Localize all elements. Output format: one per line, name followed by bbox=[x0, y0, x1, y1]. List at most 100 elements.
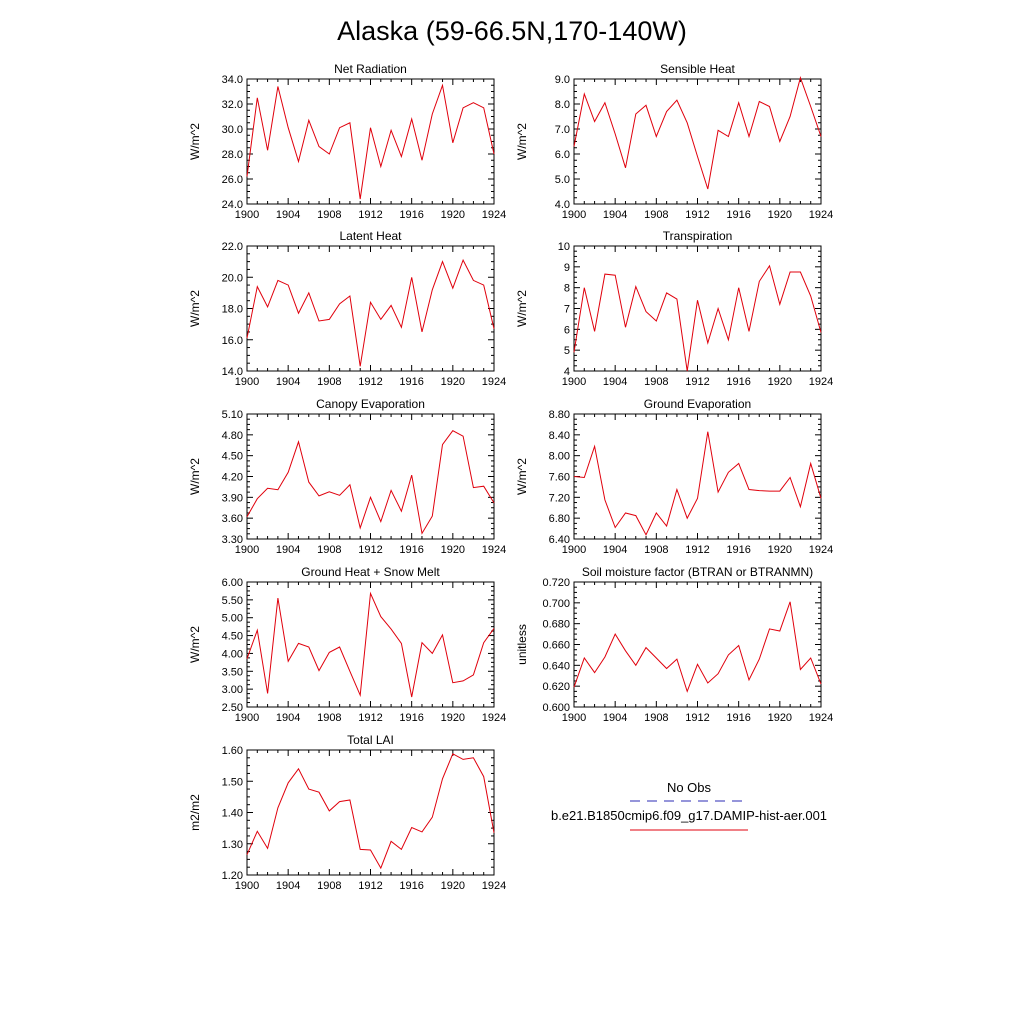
y-tick-label: 30.0 bbox=[222, 124, 243, 136]
x-tick-label: 1924 bbox=[809, 209, 833, 221]
x-tick-label: 1912 bbox=[685, 209, 709, 221]
y-tick-label: 7 bbox=[564, 304, 570, 316]
x-tick-label: 1920 bbox=[441, 712, 465, 724]
y-tick-label: 1.60 bbox=[222, 745, 243, 757]
x-tick-label: 1916 bbox=[399, 880, 423, 892]
panel-6: Ground Evaporation W/m^2 1900 1904 1908 1912 1… bbox=[515, 397, 833, 556]
y-tick-label: 1.20 bbox=[222, 870, 243, 882]
y-tick-label: 0.700 bbox=[542, 598, 570, 610]
y-axis-label: W/m^2 bbox=[515, 123, 529, 160]
x-tick-label: 1924 bbox=[482, 880, 506, 892]
x-tick-label: 1904 bbox=[276, 209, 300, 221]
x-tick-label: 1900 bbox=[562, 712, 586, 724]
y-tick-label: 18.0 bbox=[222, 304, 243, 316]
plot-frame bbox=[246, 749, 495, 876]
y-tick-label: 28.0 bbox=[222, 149, 243, 161]
x-tick-label: 1920 bbox=[441, 209, 465, 221]
y-tick-label: 8.0 bbox=[555, 99, 570, 111]
y-tick-label: 6.40 bbox=[549, 534, 570, 546]
x-tick-label: 1924 bbox=[809, 376, 833, 388]
x-tick-label: 1900 bbox=[235, 376, 259, 388]
x-tick-label: 1908 bbox=[644, 209, 668, 221]
x-tick-label: 1916 bbox=[399, 712, 423, 724]
y-tick-label: 5.00 bbox=[222, 613, 243, 625]
y-tick-label: 6.00 bbox=[222, 577, 243, 589]
x-tick-label: 1912 bbox=[358, 376, 382, 388]
y-tick-label: 14.0 bbox=[222, 366, 243, 378]
y-tick-label: 1.30 bbox=[222, 839, 243, 851]
panel-3: Latent Heat W/m^2 1900 1904 1908 1912 1916 1920… bbox=[188, 229, 506, 388]
panel-title: Transpiration bbox=[663, 229, 733, 243]
y-tick-label: 4.20 bbox=[222, 472, 243, 484]
panel-title: Ground Evaporation bbox=[644, 397, 751, 411]
x-tick-label: 1904 bbox=[276, 376, 300, 388]
series-line bbox=[246, 591, 495, 698]
y-axis-label: W/m^2 bbox=[188, 626, 202, 663]
x-tick-label: 1924 bbox=[809, 712, 833, 724]
x-tick-label: 1916 bbox=[399, 209, 423, 221]
x-tick-label: 1916 bbox=[726, 209, 750, 221]
y-tick-label: 0.660 bbox=[542, 640, 570, 652]
x-tick-label: 1912 bbox=[685, 712, 709, 724]
x-tick-label: 1908 bbox=[317, 544, 341, 556]
x-tick-label: 1912 bbox=[358, 544, 382, 556]
y-tick-label: 22.0 bbox=[222, 241, 243, 253]
x-tick-label: 1904 bbox=[276, 544, 300, 556]
x-tick-label: 1912 bbox=[358, 209, 382, 221]
plot-frame bbox=[246, 245, 495, 372]
y-tick-label: 10 bbox=[558, 241, 570, 253]
y-axis-label: W/m^2 bbox=[188, 290, 202, 327]
x-tick-label: 1904 bbox=[603, 712, 627, 724]
series-line bbox=[246, 83, 495, 200]
x-tick-label: 1900 bbox=[235, 712, 259, 724]
y-tick-label: 24.0 bbox=[222, 199, 243, 211]
x-tick-label: 1924 bbox=[482, 712, 506, 724]
y-tick-label: 5.0 bbox=[555, 174, 570, 186]
y-tick-label: 32.0 bbox=[222, 99, 243, 111]
x-tick-label: 1920 bbox=[768, 544, 792, 556]
x-tick-label: 1908 bbox=[317, 376, 341, 388]
y-tick-label: 16.0 bbox=[222, 335, 243, 347]
y-tick-label: 0.680 bbox=[542, 619, 570, 631]
y-tick-label: 7.60 bbox=[549, 472, 570, 484]
y-tick-label: 4.50 bbox=[222, 451, 243, 463]
legend: No Obs b.e21.B1850cmip6.f09_g17.DAMIP-hi… bbox=[551, 780, 827, 831]
y-tick-label: 34.0 bbox=[222, 74, 243, 86]
x-tick-label: 1916 bbox=[399, 376, 423, 388]
x-tick-label: 1912 bbox=[685, 376, 709, 388]
y-tick-label: 4.80 bbox=[222, 430, 243, 442]
y-tick-label: 3.90 bbox=[222, 492, 243, 504]
x-tick-label: 1904 bbox=[276, 880, 300, 892]
y-tick-label: 8.40 bbox=[549, 430, 570, 442]
x-tick-label: 1908 bbox=[644, 376, 668, 388]
series-line bbox=[573, 264, 822, 372]
x-tick-label: 1900 bbox=[235, 209, 259, 221]
x-tick-label: 1924 bbox=[482, 376, 506, 388]
y-tick-label: 0.720 bbox=[542, 577, 570, 589]
x-tick-label: 1908 bbox=[644, 544, 668, 556]
figure-title: Alaska (59-66.5N,170-140W) bbox=[337, 16, 687, 46]
x-tick-label: 1900 bbox=[235, 880, 259, 892]
x-tick-label: 1920 bbox=[441, 544, 465, 556]
x-tick-label: 1920 bbox=[768, 209, 792, 221]
x-tick-label: 1912 bbox=[685, 544, 709, 556]
x-tick-label: 1924 bbox=[482, 544, 506, 556]
y-tick-label: 4.50 bbox=[222, 631, 243, 643]
x-tick-label: 1908 bbox=[317, 880, 341, 892]
x-tick-label: 1920 bbox=[768, 712, 792, 724]
y-tick-label: 7.0 bbox=[555, 124, 570, 136]
x-tick-label: 1920 bbox=[441, 376, 465, 388]
y-tick-label: 5.50 bbox=[222, 595, 243, 607]
y-axis-label: W/m^2 bbox=[515, 458, 529, 495]
x-tick-label: 1920 bbox=[768, 376, 792, 388]
x-tick-label: 1916 bbox=[726, 376, 750, 388]
panels: Net Radiation W/m^2 1900 1904 1908 1912 1916 19… bbox=[188, 62, 833, 892]
plot-frame bbox=[246, 78, 495, 205]
y-tick-label: 6.0 bbox=[555, 149, 570, 161]
y-tick-label: 26.0 bbox=[222, 174, 243, 186]
panel-title: Canopy Evaporation bbox=[316, 397, 425, 411]
panel-1: Net Radiation W/m^2 1900 1904 1908 1912 1916 19… bbox=[188, 62, 506, 221]
series-line bbox=[246, 753, 495, 870]
y-tick-label: 20.0 bbox=[222, 272, 243, 284]
x-tick-label: 1900 bbox=[235, 544, 259, 556]
